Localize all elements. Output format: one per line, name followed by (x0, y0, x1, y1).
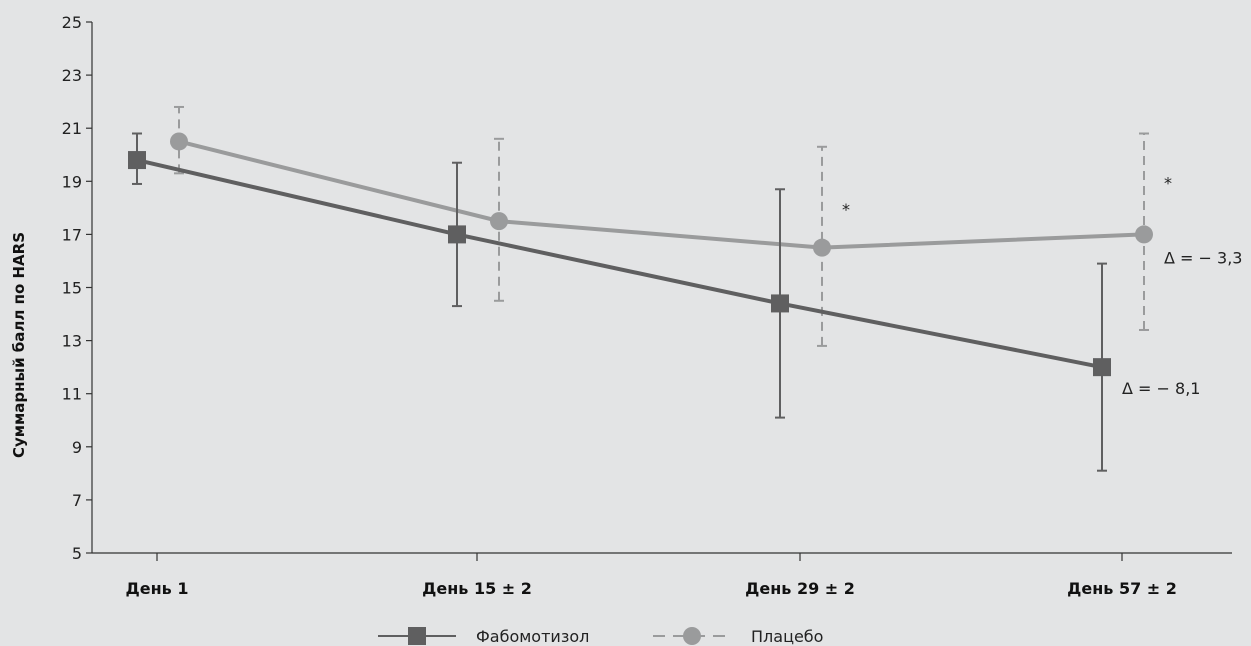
end-label-0: Δ = − 8,1 (1122, 379, 1200, 398)
legend-swatch-marker-0 (408, 627, 426, 645)
significance-marker-1: * (1164, 174, 1172, 193)
point-1-2 (813, 238, 831, 257)
point-1-3 (1135, 225, 1153, 244)
legend-item-1: Плацебо (653, 627, 823, 646)
y-tick-label-17: 17 (62, 225, 82, 244)
x-tick-label-2: День 29 ± 2 (745, 579, 855, 598)
point-0-2 (771, 294, 789, 313)
legend-label-0: Фабомотизол (476, 627, 589, 646)
y-tick-label-5: 5 (72, 544, 82, 563)
y-axis: 5 7 9 11 13 15 17 19 21 23 25 (62, 13, 93, 563)
y-tick-label-7: 7 (72, 491, 82, 510)
y-tick-label-15: 15 (62, 279, 82, 298)
y-tick-label-23: 23 (62, 66, 82, 85)
point-0-3 (1093, 358, 1111, 377)
point-1-1 (490, 212, 508, 231)
y-axis-label: Суммарный балл по HARS (10, 232, 28, 458)
annotation-layer: ** (842, 174, 1172, 220)
legend-item-0: Фабомотизол (378, 627, 589, 646)
end-label-1: Δ = − 3,3 (1164, 248, 1242, 267)
series-layer: Δ = − 3,3 Δ = − 8,1 (128, 105, 1242, 472)
series-1: Δ = − 3,3 (170, 105, 1242, 347)
series-0: Δ = − 8,1 (128, 132, 1200, 472)
x-tick-label-1: День 15 ± 2 (422, 579, 532, 598)
series-line-1 (178, 139, 1145, 250)
significance-marker-0: * (842, 200, 850, 219)
legend-swatch-marker-1 (683, 627, 701, 645)
y-tick-label-11: 11 (62, 385, 82, 404)
y-tick-label-25: 25 (62, 13, 82, 32)
legend-label-1: Плацебо (751, 627, 823, 646)
y-tick-label-9: 9 (72, 438, 82, 457)
point-0-0 (128, 151, 146, 170)
y-tick-label-19: 19 (62, 172, 82, 191)
y-tick-label-13: 13 (62, 332, 82, 351)
legend: Фабомотизол Плацебо (378, 627, 823, 646)
point-1-0 (170, 132, 188, 151)
x-axis: День 1 День 15 ± 2 День 29 ± 2 День 57 ± 2 (92, 552, 1232, 598)
y-tick-label-21: 21 (62, 119, 82, 138)
x-tick-label-3: День 57 ± 2 (1067, 579, 1177, 598)
x-tick-label-0: День 1 (126, 579, 189, 598)
series-line-0 (136, 158, 1103, 370)
point-0-1 (448, 225, 466, 244)
